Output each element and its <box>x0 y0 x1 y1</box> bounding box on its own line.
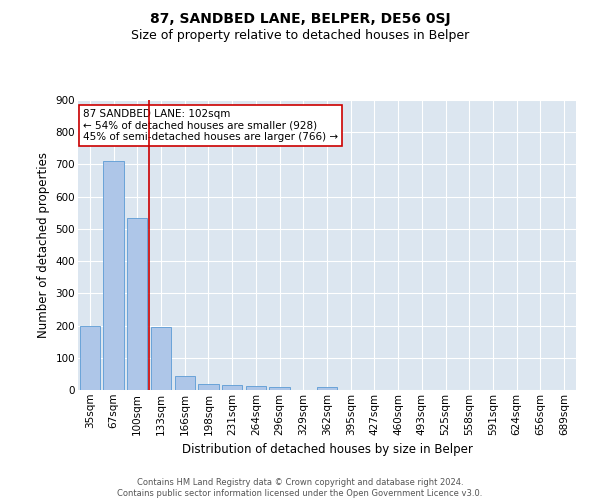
Bar <box>246 386 266 390</box>
Bar <box>127 218 148 390</box>
Bar <box>199 384 218 390</box>
Bar <box>151 327 171 390</box>
Text: Distribution of detached houses by size in Belper: Distribution of detached houses by size … <box>182 442 472 456</box>
Bar <box>269 388 290 390</box>
Bar <box>222 385 242 390</box>
Y-axis label: Number of detached properties: Number of detached properties <box>37 152 50 338</box>
Text: 87, SANDBED LANE, BELPER, DE56 0SJ: 87, SANDBED LANE, BELPER, DE56 0SJ <box>149 12 451 26</box>
Bar <box>175 376 195 390</box>
Text: Contains HM Land Registry data © Crown copyright and database right 2024.
Contai: Contains HM Land Registry data © Crown c… <box>118 478 482 498</box>
Bar <box>80 326 100 390</box>
Text: 87 SANDBED LANE: 102sqm
← 54% of detached houses are smaller (928)
45% of semi-d: 87 SANDBED LANE: 102sqm ← 54% of detache… <box>83 108 338 142</box>
Bar <box>317 388 337 390</box>
Bar <box>103 161 124 390</box>
Text: Size of property relative to detached houses in Belper: Size of property relative to detached ho… <box>131 29 469 42</box>
